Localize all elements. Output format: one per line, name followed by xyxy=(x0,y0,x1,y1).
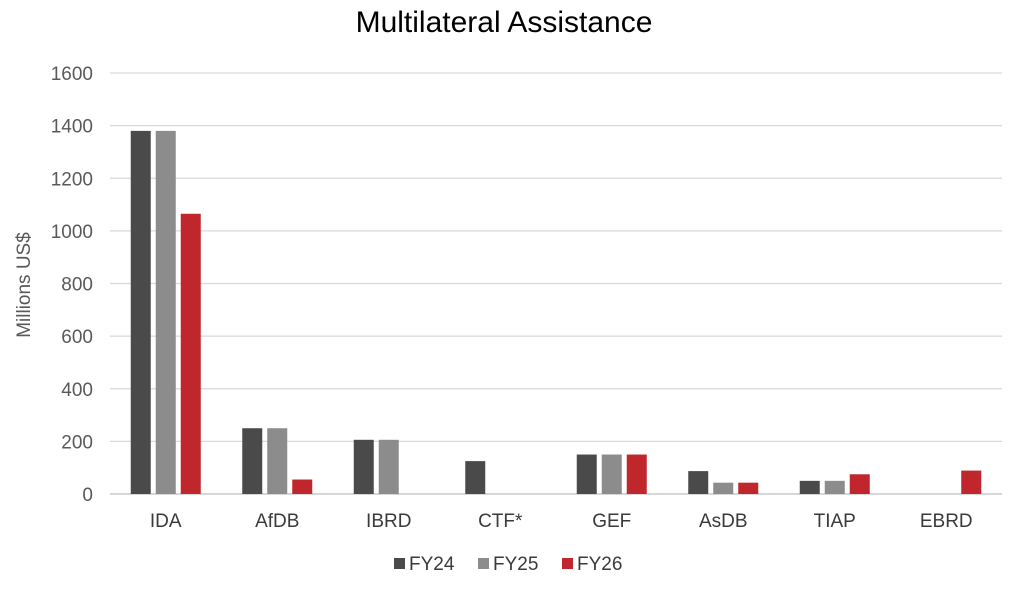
y-axis-ticks: 0 200 400 600 800 1000 1200 1400 1600 xyxy=(51,64,93,506)
y-axis-label: Millions US$ xyxy=(14,232,35,338)
y-tick-label: 1200 xyxy=(51,169,93,190)
bar-fy24-ibrd xyxy=(353,439,374,494)
bar-fy25-afdb xyxy=(267,428,288,494)
x-category-label: TIAP xyxy=(814,511,856,532)
bar-fy24-ida xyxy=(130,130,151,494)
bar-fy24-asdb xyxy=(688,471,709,494)
x-category-label: CTF* xyxy=(478,511,523,532)
x-axis-categories: IDA AfDB IBRD CTF* GEF AsDB TIAP EBRD xyxy=(150,511,973,532)
legend: FY24 FY25 FY26 xyxy=(394,554,622,575)
legend-label: FY24 xyxy=(409,554,455,575)
legend-swatch xyxy=(394,558,405,569)
bar-fy25-tiap xyxy=(824,480,845,494)
y-tick-label: 0 xyxy=(82,485,93,506)
bar-fy24-ctf xyxy=(465,461,486,494)
bar-fy26-ebrd xyxy=(961,470,982,494)
bar-fy25-ibrd xyxy=(378,439,399,494)
legend-label: FY26 xyxy=(577,554,622,575)
bar-fy24-tiap xyxy=(799,480,820,494)
x-category-label: IBRD xyxy=(366,511,411,532)
x-category-label: IDA xyxy=(150,511,182,532)
x-category-label: EBRD xyxy=(920,511,973,532)
legend-item-fy26: FY26 xyxy=(562,554,622,575)
y-tick-label: 1600 xyxy=(51,64,93,85)
chart-title: Multilateral Assistance xyxy=(355,6,653,39)
y-tick-label: 1000 xyxy=(51,222,93,243)
y-tick-label: 800 xyxy=(61,275,93,296)
y-tick-label: 200 xyxy=(61,432,93,453)
bar-fy26-tiap xyxy=(849,474,870,494)
legend-item-fy25: FY25 xyxy=(478,554,538,575)
legend-swatch xyxy=(562,558,573,569)
bar-fy26-afdb xyxy=(292,479,313,494)
bars xyxy=(130,130,982,494)
bar-fy26-ida xyxy=(180,213,201,494)
bar-fy24-afdb xyxy=(242,428,263,494)
bar-fy24-gef xyxy=(576,454,597,494)
bar-fy25-asdb xyxy=(713,482,734,494)
x-category-label: AfDB xyxy=(255,511,299,532)
y-tick-label: 1400 xyxy=(51,117,93,138)
x-category-label: GEF xyxy=(592,511,631,532)
x-category-label: AsDB xyxy=(699,511,748,532)
bar-fy26-gef xyxy=(626,454,647,494)
bar-fy25-ida xyxy=(155,130,176,494)
legend-swatch xyxy=(478,558,489,569)
y-tick-label: 400 xyxy=(61,380,93,401)
bar-fy25-gef xyxy=(601,454,622,494)
legend-label: FY25 xyxy=(493,554,538,575)
y-tick-label: 600 xyxy=(61,327,93,348)
legend-item-fy24: FY24 xyxy=(394,554,455,575)
bar-fy26-asdb xyxy=(738,482,759,494)
